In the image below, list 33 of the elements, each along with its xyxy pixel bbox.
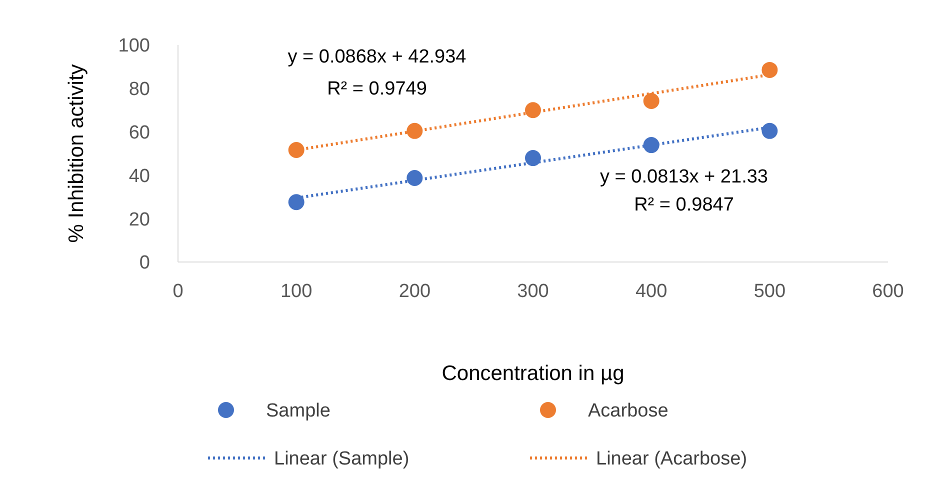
y-axis-title: % Inhibition activity: [65, 64, 88, 243]
legend-label: Linear (Acarbose): [596, 448, 748, 470]
point: [288, 194, 304, 210]
y-tick-label: 80: [128, 79, 150, 100]
legend-label: Acarbose: [588, 400, 668, 422]
x-tick-label: 400: [635, 281, 668, 302]
point: [762, 122, 778, 139]
y-tick-label: 100: [118, 36, 150, 57]
y-tick-label: 60: [128, 122, 150, 144]
x-tick-label: 500: [754, 281, 786, 302]
annotation: y = 0.0813x + 21.33: [600, 166, 768, 188]
annotation: R² = 0.9847: [634, 194, 734, 216]
point: [288, 142, 304, 158]
point: [525, 150, 541, 166]
point: [406, 122, 423, 139]
y-tick-label: 0: [139, 252, 150, 274]
annotation: R² = 0.9749: [327, 78, 427, 100]
legend-label: Sample: [266, 400, 330, 422]
y-tick-label: 40: [128, 166, 150, 187]
point: [525, 102, 541, 118]
x-axis-title: Concentration in µg: [442, 362, 624, 385]
legend-label: Linear (Sample): [274, 448, 410, 470]
point: [406, 170, 423, 186]
point: [643, 92, 660, 109]
x-tick-label: 200: [398, 281, 431, 302]
annotation: y = 0.0868x + 42.934: [288, 46, 467, 68]
x-tick-label: 100: [280, 281, 312, 302]
y-tick-label: 20: [128, 209, 150, 230]
x-tick-label: 0: [172, 281, 184, 302]
point: [643, 137, 660, 154]
x-tick-label: 300: [517, 281, 549, 302]
point: [762, 62, 778, 78]
x-tick-label: 600: [872, 281, 904, 302]
